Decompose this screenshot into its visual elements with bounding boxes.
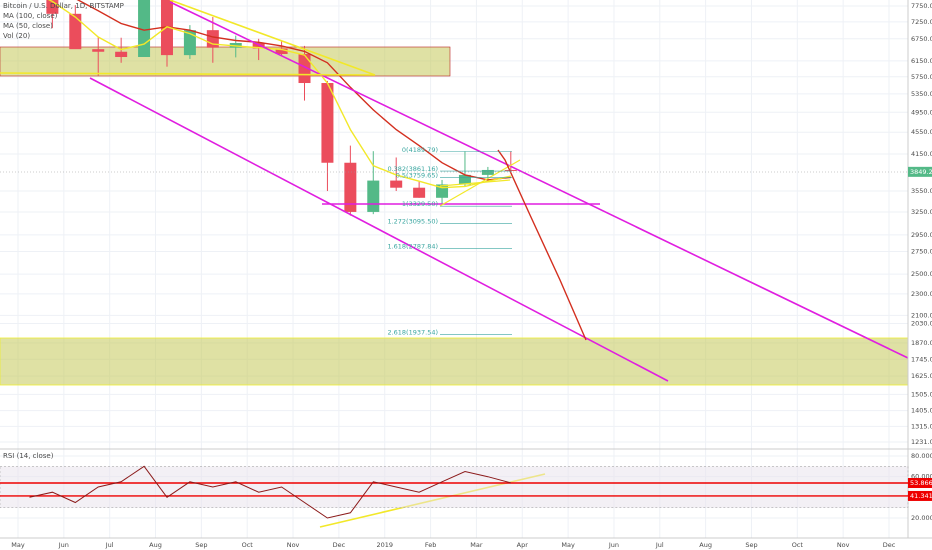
zone [0, 337, 909, 386]
x-tick-label: Jul [105, 541, 114, 549]
rsi-line [29, 465, 511, 519]
y-tick-label: 1315.00 [911, 422, 932, 430]
channel-line [169, 1, 909, 359]
y-tick-label: 2100.00 [911, 311, 932, 319]
y-tick-label: 6150.00 [911, 57, 932, 65]
drawings [0, 0, 909, 528]
x-tick-label: Feb [425, 541, 437, 549]
y-tick-label: 2300.00 [911, 290, 932, 298]
y-tick-label: 1870.00 [911, 339, 932, 347]
x-tick-label: Mar [470, 541, 483, 549]
x-tick-label: Sep [745, 541, 757, 549]
rsi-band [0, 466, 909, 508]
candle-body [390, 180, 403, 188]
candle-body [458, 174, 471, 185]
y-tick-label: 1745.00 [911, 355, 932, 363]
indicator-label: MA (100, close) [3, 12, 58, 20]
projection [497, 149, 587, 341]
rsi-level-tag [908, 490, 932, 501]
candle-body [138, 0, 151, 58]
y-tick-label: 1505.00 [911, 390, 932, 398]
candle-body [115, 51, 128, 58]
y-tick-label: 3550.00 [911, 187, 932, 195]
y-tick-label: 5350.00 [911, 90, 932, 98]
y-tick-label: 5750.00 [911, 73, 932, 81]
x-tick-label: Jun [58, 541, 69, 549]
ma-line [47, 0, 511, 189]
chart-title: Bitcoin / U.S. Dollar, 1D, BITSTAMP [3, 2, 124, 10]
candle-body [344, 162, 357, 212]
x-tick-label: Aug [699, 541, 712, 549]
y-tick-label: 80.0000 [911, 452, 932, 460]
candle-body [504, 169, 517, 171]
x-tick-label: Dec [333, 541, 346, 549]
x-tick-label: May [11, 541, 25, 549]
x-tick-label: Oct [792, 541, 804, 549]
y-tick-label: 1405.00 [911, 407, 932, 415]
x-tick-label: 2019 [376, 541, 393, 549]
trend-line [169, 0, 376, 76]
x-tick-label: Jun [608, 541, 619, 549]
rsi-level-tag [908, 478, 932, 489]
zone [0, 46, 451, 77]
trend-line [0, 72, 376, 76]
y-tick-label: 7750.00 [911, 2, 932, 10]
fib-label: 0(4189.79) [402, 146, 438, 154]
candle-body [183, 30, 196, 56]
y-tick-label: 2950.00 [911, 231, 932, 239]
candle-body [275, 48, 288, 54]
candle-body [321, 83, 334, 163]
y-tick-label: 2750.00 [911, 248, 932, 256]
x-tick-label: Jul [655, 541, 664, 549]
y-tick-label: 3250.00 [911, 208, 932, 216]
x-tick-label: Nov [287, 541, 300, 549]
x-tick-label: Oct [242, 541, 254, 549]
rsi-title: RSI (14, close) [3, 452, 54, 460]
candle-body [413, 187, 426, 198]
candle-body [481, 169, 494, 175]
y-tick-label: 4950.00 [911, 108, 932, 116]
x-tick-label: May [561, 541, 575, 549]
y-tick-label: 7250.00 [911, 18, 932, 26]
indicator-label: Vol (20) [3, 32, 30, 40]
fib-label: 0.5(3759.65) [396, 171, 438, 179]
fib-label: 1.272(3095.50) [387, 217, 438, 225]
candle-body [69, 13, 82, 50]
y-tick-label: 6750.00 [911, 35, 932, 43]
plot [46, 0, 517, 216]
last-price-label: 3849.24 [910, 168, 932, 176]
x-tick-label: Sep [195, 541, 207, 549]
y-tick-label: 60.0000 [911, 473, 932, 481]
x-tick-label: Apr [517, 541, 529, 549]
y-tick-label: 20.0000 [911, 514, 932, 522]
x-tick-label: Nov [837, 541, 850, 549]
trend-line [439, 179, 511, 187]
fib-label: 1.618(2787.84) [387, 242, 438, 250]
y-tick-label: 1625.00 [911, 372, 932, 380]
y-tick-label: 4550.00 [911, 128, 932, 136]
fib-label: 0.382(3861.16) [387, 165, 438, 173]
fib-label: 2.618(1937.54) [387, 328, 438, 336]
y-tick-label: 4150.00 [911, 150, 932, 158]
candle-body [92, 49, 105, 52]
last-price-tag [908, 166, 932, 177]
rsi-level-label: 41.3417 [910, 492, 932, 500]
y-tick-label: 2500.00 [911, 270, 932, 278]
candle-body [298, 53, 311, 84]
y-tick-label: 1231.00 [911, 438, 932, 446]
rsi-level-label: 53.8667 [910, 479, 932, 487]
fib-label: 1(3329.50) [402, 200, 438, 208]
channel-line [89, 77, 669, 382]
x-tick-label: Aug [149, 541, 162, 549]
x-tick-label: Dec [883, 541, 896, 549]
y-tick-label: 2030.00 [911, 319, 932, 327]
candle-body [367, 180, 380, 212]
ma-line [76, 0, 511, 181]
indicator-label: MA (50, close) [3, 22, 53, 30]
candle-body [252, 43, 265, 49]
